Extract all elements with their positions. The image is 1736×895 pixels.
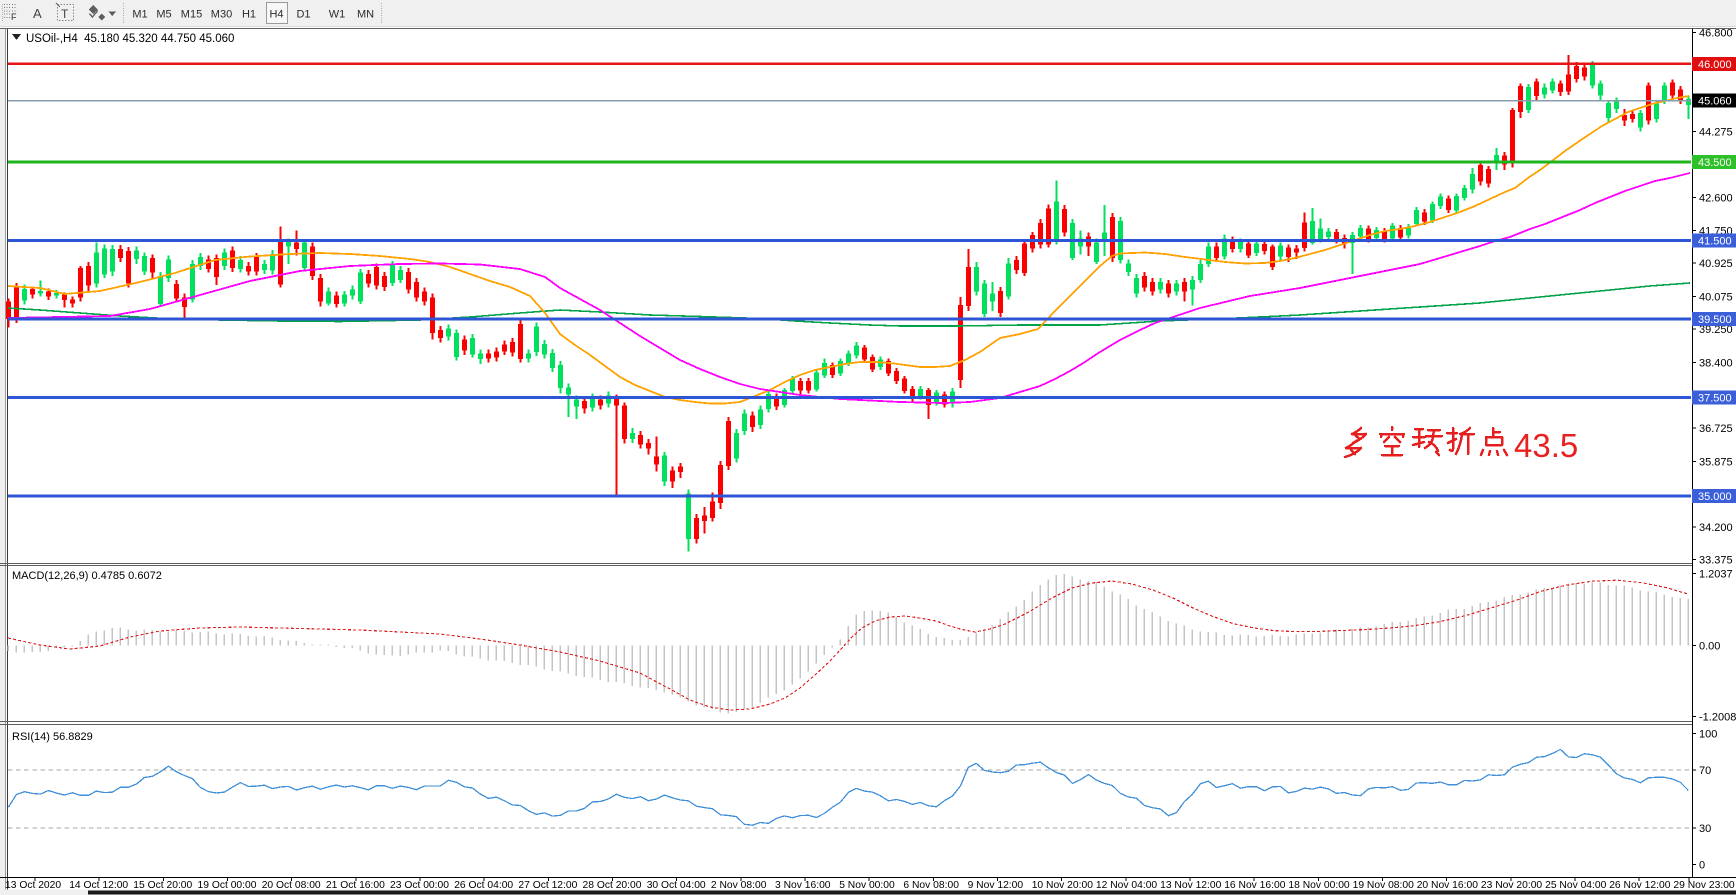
svg-text:USOil-,H4 45.180 45.320 44.75: USOil-,H4 45.180 45.320 44.750 45.060 [26, 33, 234, 45]
svg-text:43.500: 43.500 [1698, 157, 1732, 169]
svg-text:36.725: 36.725 [1699, 423, 1733, 435]
svg-text:1.2037: 1.2037 [1699, 569, 1733, 581]
svg-text:23 Oct 00:00: 23 Oct 00:00 [390, 880, 449, 891]
svg-text:12 Nov 04:00: 12 Nov 04:00 [1096, 880, 1158, 891]
svg-text:100: 100 [1699, 729, 1717, 741]
svg-text:26 Oct 04:00: 26 Oct 04:00 [454, 880, 513, 891]
svg-text:41.500: 41.500 [1698, 236, 1732, 248]
svg-text:34.200: 34.200 [1699, 522, 1733, 534]
svg-text:26 Nov 12:00: 26 Nov 12:00 [1609, 880, 1671, 891]
svg-text:23 Nov 20:00: 23 Nov 20:00 [1481, 880, 1543, 891]
svg-text:A: A [33, 6, 42, 21]
svg-text:35.875: 35.875 [1699, 456, 1733, 468]
svg-text:33.375: 33.375 [1699, 555, 1733, 567]
svg-text:13 Nov 12:00: 13 Nov 12:00 [1160, 880, 1222, 891]
svg-text:42.600: 42.600 [1699, 192, 1733, 204]
svg-text:46.800: 46.800 [1699, 27, 1733, 39]
svg-text:27 Oct 12:00: 27 Oct 12:00 [518, 880, 577, 891]
svg-text:M5: M5 [156, 9, 171, 21]
svg-text:W1: W1 [329, 9, 346, 21]
svg-text:RSI(14) 56.8829: RSI(14) 56.8829 [12, 731, 93, 743]
svg-text:10 Nov 20:00: 10 Nov 20:00 [1032, 880, 1094, 891]
svg-text:21 Oct 16:00: 21 Oct 16:00 [326, 880, 385, 891]
svg-text:H4: H4 [269, 9, 283, 21]
svg-text:M30: M30 [211, 9, 232, 21]
svg-text:43.5: 43.5 [1514, 427, 1578, 464]
svg-text:6 Nov 08:00: 6 Nov 08:00 [903, 880, 959, 891]
svg-text:70: 70 [1699, 765, 1711, 777]
svg-text:20 Oct 08:00: 20 Oct 08:00 [262, 880, 321, 891]
svg-text:39.250: 39.250 [1699, 324, 1733, 336]
svg-text:5 Nov 00:00: 5 Nov 00:00 [839, 880, 895, 891]
svg-text:13 Oct 2020: 13 Oct 2020 [5, 880, 61, 891]
svg-text:0: 0 [1699, 859, 1705, 871]
svg-text:19 Oct 00:00: 19 Oct 00:00 [198, 880, 257, 891]
svg-text:29 Nov 23:00: 29 Nov 23:00 [1673, 880, 1735, 891]
svg-text:-1.2008: -1.2008 [1699, 711, 1736, 723]
svg-text:T: T [61, 7, 69, 21]
svg-text:M1: M1 [132, 9, 147, 21]
svg-text:16 Nov 16:00: 16 Nov 16:00 [1224, 880, 1286, 891]
svg-text:25 Nov 04:00: 25 Nov 04:00 [1545, 880, 1607, 891]
svg-text:20 Nov 16:00: 20 Nov 16:00 [1417, 880, 1479, 891]
svg-text:46.000: 46.000 [1698, 59, 1732, 71]
svg-text:0.00: 0.00 [1699, 640, 1720, 652]
svg-text:18 Nov 00:00: 18 Nov 00:00 [1288, 880, 1350, 891]
svg-text:35.000: 35.000 [1698, 491, 1732, 503]
svg-text:40.075: 40.075 [1699, 292, 1733, 304]
svg-text:9 Nov 12:00: 9 Nov 12:00 [968, 880, 1024, 891]
svg-text:D1: D1 [296, 9, 310, 21]
svg-text:F: F [11, 12, 17, 22]
svg-text:H1: H1 [242, 9, 256, 21]
svg-text:MN: MN [357, 9, 374, 21]
svg-text:38.400: 38.400 [1699, 357, 1733, 369]
svg-text:2 Nov 08:00: 2 Nov 08:00 [711, 880, 767, 891]
svg-text:30 Oct 04:00: 30 Oct 04:00 [647, 880, 706, 891]
svg-text:MACD(12,26,9) 0.4785 0.6072: MACD(12,26,9) 0.4785 0.6072 [12, 570, 162, 582]
svg-text:40.925: 40.925 [1699, 258, 1733, 270]
svg-text:28 Oct 20:00: 28 Oct 20:00 [583, 880, 642, 891]
svg-text:45.060: 45.060 [1698, 96, 1732, 108]
svg-text:15 Oct 20:00: 15 Oct 20:00 [133, 880, 192, 891]
svg-text:30: 30 [1699, 823, 1711, 835]
svg-text:3 Nov 16:00: 3 Nov 16:00 [775, 880, 831, 891]
svg-text:19 Nov 08:00: 19 Nov 08:00 [1353, 880, 1415, 891]
svg-text:14 Oct 12:00: 14 Oct 12:00 [69, 880, 128, 891]
svg-text:39.500: 39.500 [1698, 314, 1732, 326]
svg-text:44.275: 44.275 [1699, 127, 1733, 139]
svg-text:37.500: 37.500 [1698, 393, 1732, 405]
svg-text:M15: M15 [181, 9, 202, 21]
